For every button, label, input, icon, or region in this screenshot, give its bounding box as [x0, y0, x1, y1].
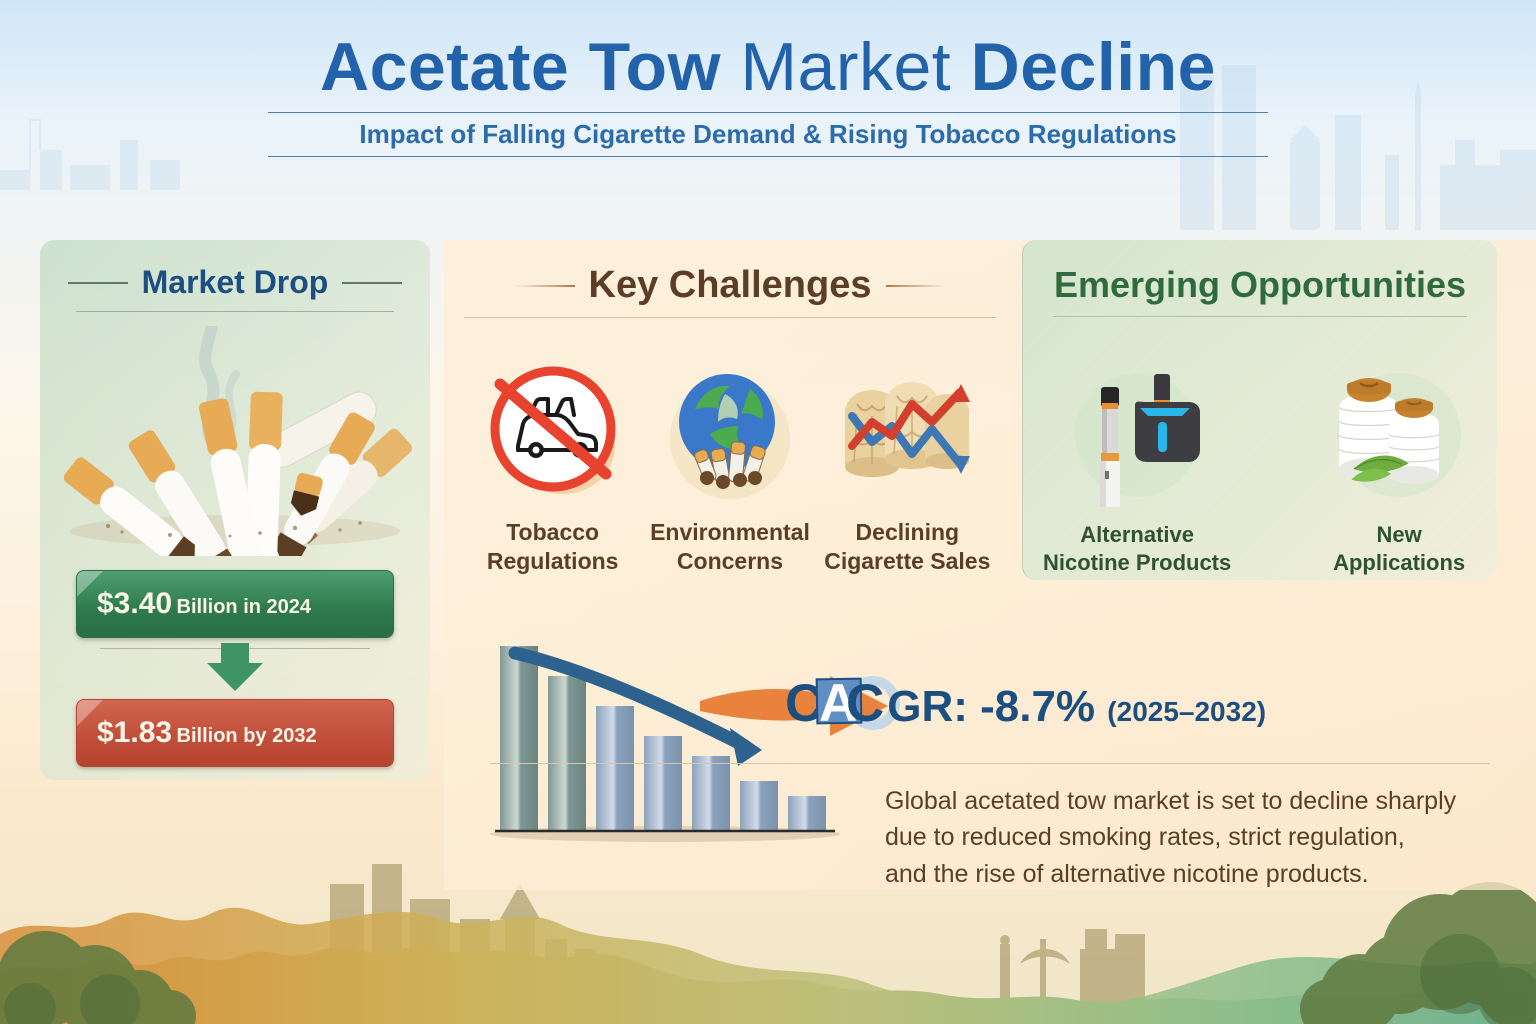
svg-text:C: C: [846, 674, 884, 733]
